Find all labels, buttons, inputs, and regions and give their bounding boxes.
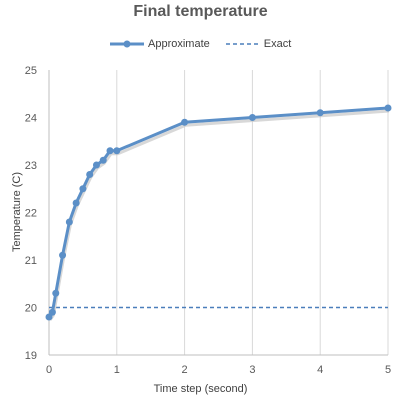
series-approximate-point: [86, 171, 94, 178]
legend-swatch-exact: [225, 43, 260, 45]
series-approximate-point: [113, 147, 121, 155]
series-approximate-point: [72, 199, 80, 207]
x-tick-label: 4: [317, 364, 323, 376]
series-approximate-point: [316, 109, 324, 117]
y-tick-label: 24: [25, 113, 37, 125]
y-tick-label: 20: [25, 303, 37, 315]
legend-label-exact: Exact: [263, 38, 292, 50]
series-approximate-line: [47, 106, 389, 318]
legend-item-approximate: Approximate: [110, 38, 210, 50]
series-approximate-point: [65, 218, 73, 226]
legend-label-approximate: Approximate: [148, 38, 210, 50]
series-approximate-point: [384, 104, 392, 112]
series-approximate-point: [52, 289, 60, 297]
series-approximate-point: [48, 308, 56, 316]
legend: Approximate Exact: [110, 36, 307, 52]
series-approximate-point: [79, 185, 87, 193]
series-approximate-point: [181, 118, 189, 126]
x-tick-label: 2: [182, 364, 188, 376]
legend-item-exact: Exact: [225, 38, 292, 50]
y-tick-label: 23: [25, 160, 37, 172]
chart-title: Final temperature: [133, 3, 268, 20]
x-axis-title: Time step (second): [153, 383, 248, 395]
series-approximate-point: [248, 114, 256, 121]
x-tick-label: 1: [114, 364, 120, 376]
series-approximate-point: [59, 251, 67, 259]
y-axis-title: Temperature (C): [11, 171, 23, 253]
series-approximate-point: [92, 161, 100, 169]
legend-swatch-approximate: [110, 40, 144, 48]
series-approximate-point: [106, 147, 114, 155]
y-tick-label: 19: [25, 350, 37, 362]
series-approximate-point: [99, 156, 107, 164]
y-tick-label: 25: [25, 65, 37, 77]
y-tick-label: 22: [25, 208, 37, 220]
x-tick-label: 0: [46, 364, 52, 376]
series-approximate-shadow: [48, 109, 390, 321]
x-tick-label: 3: [249, 364, 255, 376]
x-tick-label: 5: [385, 364, 391, 376]
y-tick-label: 21: [25, 255, 37, 267]
